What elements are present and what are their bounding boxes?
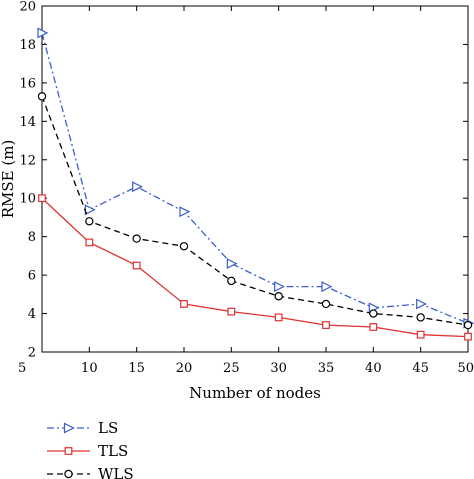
x-tick-label: 50 [457, 361, 474, 376]
data-point [227, 276, 236, 286]
data-point [179, 206, 191, 218]
x-tick-label: 10 [81, 361, 98, 376]
legend-label: TLS [98, 442, 128, 460]
y-axis: 2 4 6 8 10 12 14 16 18 20 [19, 0, 468, 361]
data-point [179, 242, 189, 251]
data-point [226, 258, 238, 270]
y-tick-label: 12 [19, 153, 36, 168]
x-tick-label: 15 [128, 361, 145, 376]
data-point [463, 320, 473, 330]
data-point [132, 261, 141, 270]
data-point [38, 194, 46, 203]
y-tick-label: 2 [28, 346, 36, 361]
data-point [464, 332, 472, 341]
legend-label: LS [98, 419, 118, 437]
data-point [416, 298, 428, 310]
series-line [41, 32, 469, 324]
legend-entry-ls: LS [47, 419, 118, 437]
data-point [227, 307, 236, 316]
data-point [416, 313, 425, 322]
data-point [63, 422, 75, 434]
data-point [321, 281, 333, 293]
data-point [322, 321, 330, 329]
legend-entry-wls: WLS [47, 465, 134, 479]
series-wls [37, 92, 473, 330]
y-tick-label: 14 [19, 115, 36, 130]
x-tick-label: 30 [270, 361, 287, 376]
series-line [41, 197, 469, 338]
series-layer [37, 27, 474, 341]
x-axis: 5 10 15 20 25 30 35 40 45 50 [18, 6, 474, 376]
series-ls [37, 27, 474, 329]
legend-entry-tls: TLS [47, 442, 128, 460]
data-point [369, 323, 378, 331]
data-point [85, 238, 94, 247]
y-tick-label: 8 [28, 230, 36, 245]
data-point [37, 92, 47, 101]
data-point [132, 234, 141, 243]
data-point [416, 330, 425, 339]
data-point [180, 300, 188, 308]
data-point [274, 313, 283, 322]
data-point [64, 447, 73, 455]
y-tick-label: 10 [19, 192, 36, 207]
y-tick-label: 6 [28, 269, 36, 284]
x-tick-label: 5 [18, 361, 26, 376]
y-axis-title: RMSE (m) [0, 140, 17, 219]
plot-area-frame [41, 5, 469, 353]
x-tick-label: 35 [318, 361, 335, 376]
data-point [274, 292, 283, 301]
data-point [369, 309, 378, 318]
data-point [85, 217, 94, 226]
legend-label: WLS [98, 465, 134, 479]
data-point [37, 27, 49, 39]
data-point [274, 281, 286, 293]
series-line [41, 96, 469, 326]
legend: LS TLS WLS [47, 419, 134, 479]
y-tick-label: 4 [28, 307, 36, 322]
data-point [64, 469, 73, 479]
series-tls [38, 194, 472, 341]
data-point [132, 181, 144, 193]
x-axis-title: Number of nodes [189, 384, 321, 402]
x-tick-label: 45 [412, 361, 429, 376]
y-tick-label: 20 [19, 0, 36, 15]
x-tick-label: 25 [223, 361, 240, 376]
data-point [321, 299, 331, 309]
x-tick-label: 40 [365, 361, 382, 376]
y-tick-label: 18 [19, 38, 36, 53]
y-tick-label: 16 [19, 76, 36, 91]
x-tick-label: 20 [176, 361, 193, 376]
